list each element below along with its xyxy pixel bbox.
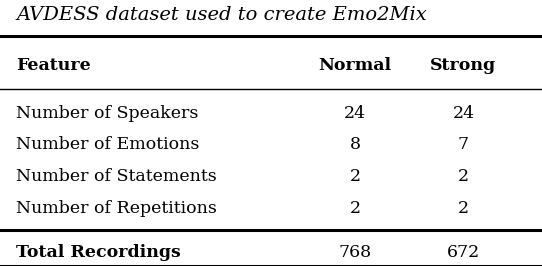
Text: 7: 7 xyxy=(458,136,469,153)
Text: Number of Repetitions: Number of Repetitions xyxy=(16,200,217,217)
Text: 24: 24 xyxy=(453,105,474,122)
Text: AVDESS dataset used to create Emo2Mix: AVDESS dataset used to create Emo2Mix xyxy=(16,6,427,24)
Text: 2: 2 xyxy=(458,200,469,217)
Text: Strong: Strong xyxy=(430,57,496,74)
Text: 2: 2 xyxy=(458,168,469,185)
Text: 672: 672 xyxy=(447,244,480,261)
Text: Total Recordings: Total Recordings xyxy=(16,244,181,261)
Text: 24: 24 xyxy=(344,105,366,122)
Text: Number of Emotions: Number of Emotions xyxy=(16,136,199,153)
Text: 8: 8 xyxy=(350,136,360,153)
Text: Number of Speakers: Number of Speakers xyxy=(16,105,198,122)
Text: 2: 2 xyxy=(350,168,360,185)
Text: 768: 768 xyxy=(338,244,372,261)
Text: Feature: Feature xyxy=(16,57,91,74)
Text: 2: 2 xyxy=(350,200,360,217)
Text: Normal: Normal xyxy=(319,57,391,74)
Text: Number of Statements: Number of Statements xyxy=(16,168,217,185)
